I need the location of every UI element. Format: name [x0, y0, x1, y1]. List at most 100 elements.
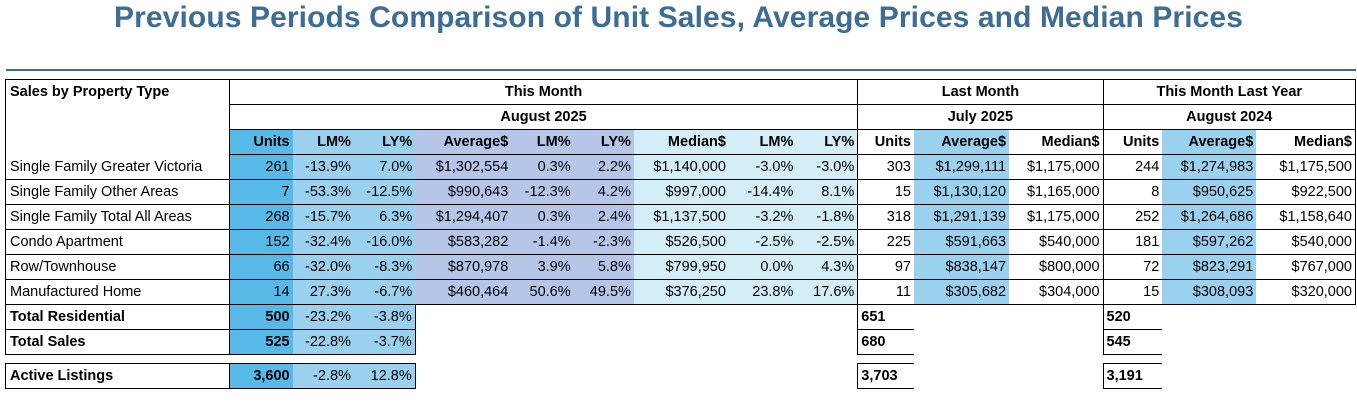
column-header: Units [857, 129, 914, 155]
table-cell: 27.3% [292, 279, 354, 305]
table-cell: 4.2% [573, 179, 634, 205]
total-ly-pct: -3.8% [353, 304, 416, 330]
total-units: 3,600 [228, 363, 293, 389]
table-cell: -16.0% [353, 229, 416, 255]
table-cell: $1,158,640 [1256, 204, 1357, 230]
total-label: Active Listings [5, 363, 230, 389]
sales-comparison-table: Sales by Property Type This Month Last M… [5, 79, 1357, 389]
table-cell: 181 [1102, 229, 1163, 255]
table-cell: 2.4% [573, 204, 634, 230]
row-label-header: Sales by Property Type [5, 79, 230, 155]
table-cell: -3.2% [728, 204, 797, 230]
last-month-total-units: 651 [857, 304, 914, 330]
this-month-header: This Month [228, 79, 858, 105]
table-cell: 244 [1102, 154, 1163, 180]
table-cell: 318 [857, 204, 914, 230]
column-header: Average$ [415, 129, 512, 155]
this-month-period: August 2025 [228, 104, 858, 130]
table-cell: -12.5% [353, 179, 416, 205]
table-cell: $526,500 [633, 229, 729, 255]
table-cell: $800,000 [1009, 254, 1104, 280]
table-cell: -6.7% [353, 279, 416, 305]
table-cell: -12.3% [511, 179, 574, 205]
empty-cell [729, 330, 796, 355]
column-header: LM% [511, 129, 574, 155]
row-label: Row/Townhouse [5, 254, 230, 280]
table-cell: $1,175,500 [1256, 154, 1357, 180]
table-cell: -15.7% [292, 204, 354, 230]
column-header: Median$ [633, 129, 729, 155]
empty-cell [1009, 330, 1103, 355]
table-cell: -8.3% [353, 254, 416, 280]
table-cell: 225 [857, 229, 914, 255]
total-row: Total Residential 500 -23.2% -3.8% 651 520 [5, 304, 1356, 330]
table-cell: -3.0% [796, 154, 858, 180]
column-header: Average$ [913, 129, 1010, 155]
table-cell: -1.4% [511, 229, 574, 255]
total-units: 500 [228, 304, 293, 330]
empty-cell [1162, 330, 1256, 355]
empty-cell [1256, 330, 1355, 355]
empty-cell [1256, 364, 1355, 389]
column-header: Units [1102, 129, 1163, 155]
table-cell: $823,291 [1162, 254, 1257, 280]
last-month-total-units: 3,703 [857, 363, 914, 389]
empty-cell [1009, 305, 1103, 330]
table-cell: 97 [857, 254, 914, 280]
table-cell: -2.3% [573, 229, 634, 255]
empty-cell [796, 364, 857, 389]
table-cell: $950,625 [1162, 179, 1257, 205]
table-cell: -14.4% [728, 179, 797, 205]
total-ly-pct: -3.7% [353, 329, 416, 355]
empty-cell [1256, 305, 1355, 330]
table-cell: 15 [1102, 279, 1163, 305]
empty-cell [729, 364, 796, 389]
table-cell: 66 [228, 254, 293, 280]
table-cell: 7 [228, 179, 293, 205]
table-cell: $583,282 [415, 229, 512, 255]
total-row: Active Listings 3,600 -2.8% 12.8% 3,703 3,191 [5, 363, 1356, 389]
table-row: Single Family Other Areas 7 -53.3% -12.5% $9… [5, 179, 1357, 205]
empty-cell [415, 330, 511, 355]
table-cell: $320,000 [1256, 279, 1357, 305]
column-header: Median$ [1256, 129, 1357, 155]
table-cell: 303 [857, 154, 914, 180]
table-cell: 23.8% [728, 279, 797, 305]
table-cell: $597,262 [1162, 229, 1257, 255]
table-cell: -3.0% [728, 154, 797, 180]
empty-cell [634, 305, 729, 330]
last-year-period: August 2024 [1102, 104, 1357, 130]
table-cell: $1,274,983 [1162, 154, 1257, 180]
table-cell: 11 [857, 279, 914, 305]
table-cell: 0.3% [511, 204, 574, 230]
table-cell: $990,643 [415, 179, 512, 205]
table-cell: $304,000 [1009, 279, 1104, 305]
table-cell: $540,000 [1256, 229, 1357, 255]
table-cell: $1,264,686 [1162, 204, 1257, 230]
column-header: LM% [728, 129, 797, 155]
table-cell: $922,500 [1256, 179, 1357, 205]
empty-cell [511, 330, 573, 355]
last-month-total-units: 680 [857, 329, 914, 355]
empty-cell [574, 305, 634, 330]
empty-cell [1162, 305, 1256, 330]
table-cell: -53.3% [292, 179, 354, 205]
table-cell: $1,175,000 [1009, 204, 1104, 230]
empty-cell [415, 364, 511, 389]
table-cell: $460,464 [415, 279, 512, 305]
empty-cell [914, 330, 1009, 355]
row-label: Single Family Other Areas [5, 179, 230, 205]
table-cell: $540,000 [1009, 229, 1104, 255]
empty-cell [1009, 364, 1103, 389]
total-label: Total Sales [5, 329, 230, 355]
column-header: Median$ [1009, 129, 1104, 155]
column-header: LY% [353, 129, 416, 155]
table-cell: -2.5% [796, 229, 858, 255]
table-cell: $1,302,554 [415, 154, 512, 180]
spacer-row [6, 355, 1356, 364]
table-cell: $1,291,139 [913, 204, 1010, 230]
last-year-header: This Month Last Year [1102, 79, 1357, 105]
table-cell: $799,950 [633, 254, 729, 280]
table-row: Row/Townhouse 66 -32.0% -8.3% $870,978 3.9% 5.… [5, 254, 1357, 280]
table-cell: 252 [1102, 204, 1163, 230]
